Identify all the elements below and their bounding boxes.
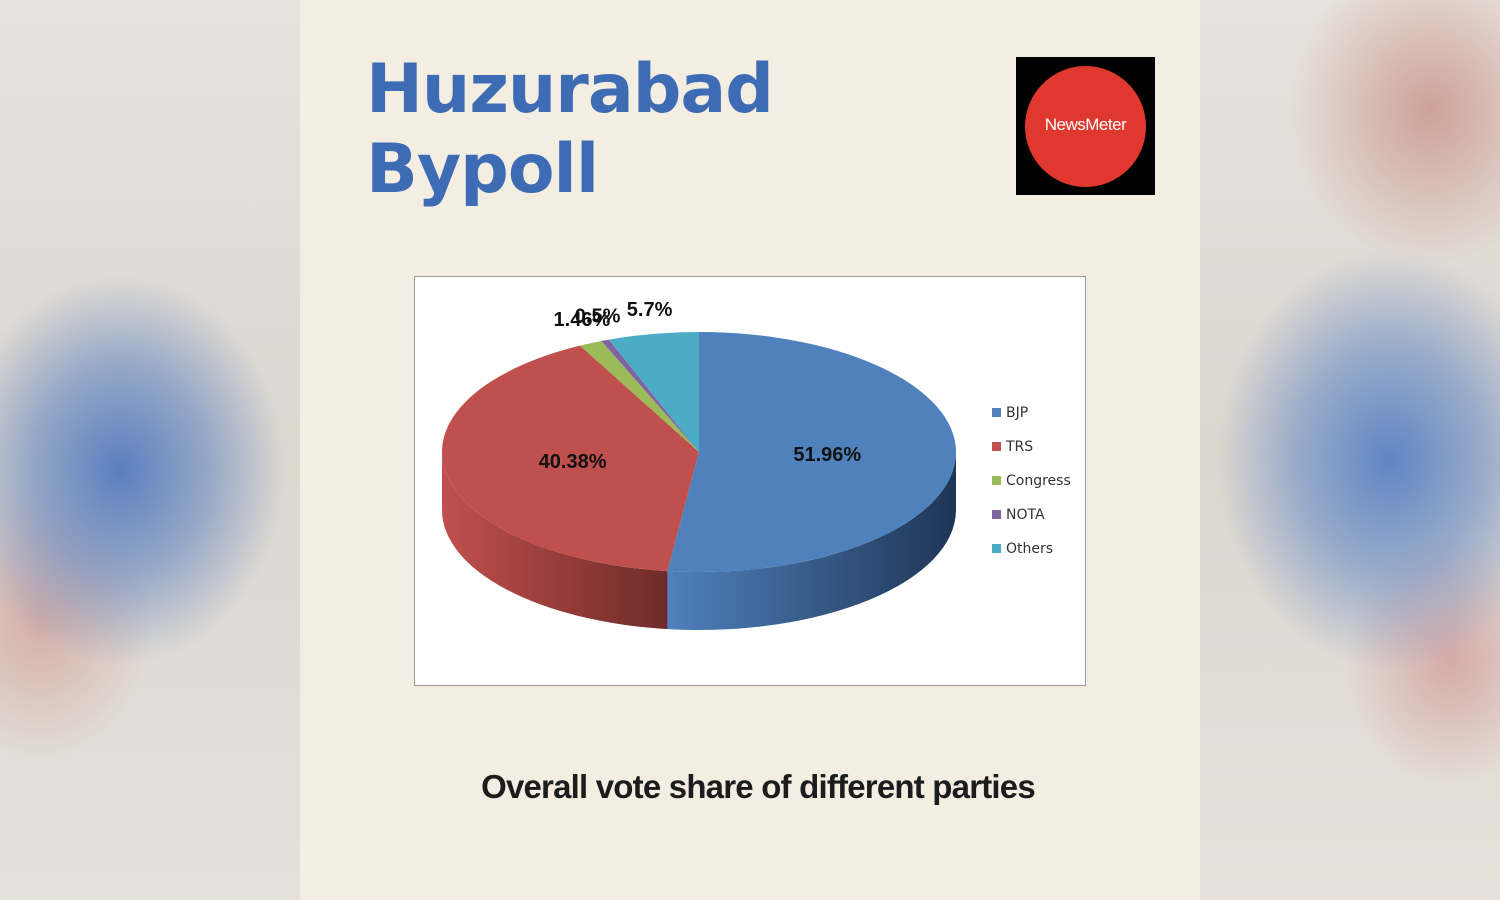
legend-label-others: Others (1006, 541, 1053, 557)
legend-label-trs: TRS (1005, 439, 1033, 455)
pie-slice-trs (441, 345, 699, 572)
pie-slice-congress (580, 340, 699, 452)
pie-label-trs: 40.38% (539, 451, 607, 473)
pie-side-bjp (667, 452, 956, 630)
legend-label-bjp: BJP (1006, 405, 1028, 421)
legend-swatch-others (992, 544, 1001, 553)
infographic-panel: Huzurabad Bypoll NewsMeter 51.96% 40.38% 1… (300, 0, 1200, 900)
legend-swatch-nota (992, 510, 1001, 519)
pie-slice-nota (601, 339, 699, 452)
pie-chart: 51.96% 40.38% 1.46%0.5% 5.7% BJP TRS Congress… (441, 299, 1071, 630)
blurred-backdrop-right (1200, 0, 1500, 900)
pie-label-bjp: 51.96% (793, 444, 861, 466)
pie-label-nota: 0.5% (575, 306, 621, 328)
logo-disc (1025, 66, 1146, 187)
pie-label-others: 5.7% (627, 299, 673, 321)
legend-label-congress: Congress (1006, 473, 1071, 489)
title-line-2: Bypoll (366, 130, 599, 209)
title-line-1: Huzurabad (366, 50, 774, 129)
legend-swatch-congress (992, 476, 1001, 485)
logo-wordmark: NewsMeter (1044, 115, 1127, 134)
pie-chart-frame: 51.96% 40.38% 1.46% 0.5% 5.7% BJP TRS Congress… (414, 276, 1086, 686)
pie-slice-others (608, 332, 699, 452)
pie-side-trs (442, 452, 668, 630)
legend-swatch-trs (992, 442, 1001, 451)
chart-legend: BJP TRS Congress NOTA Others (992, 405, 1071, 557)
blurred-backdrop-left (0, 0, 300, 900)
legend-label-nota: NOTA (1006, 507, 1045, 523)
pie-label-congress: 1.46% (554, 309, 611, 331)
legend-swatch-bjp (992, 408, 1001, 417)
pie-slice-bjp (667, 332, 956, 572)
chart-caption: Overall vote share of different parties (481, 768, 1036, 805)
newsmeter-logo: NewsMeter (1016, 57, 1155, 195)
page-title: Huzurabad Bypoll (366, 50, 774, 210)
